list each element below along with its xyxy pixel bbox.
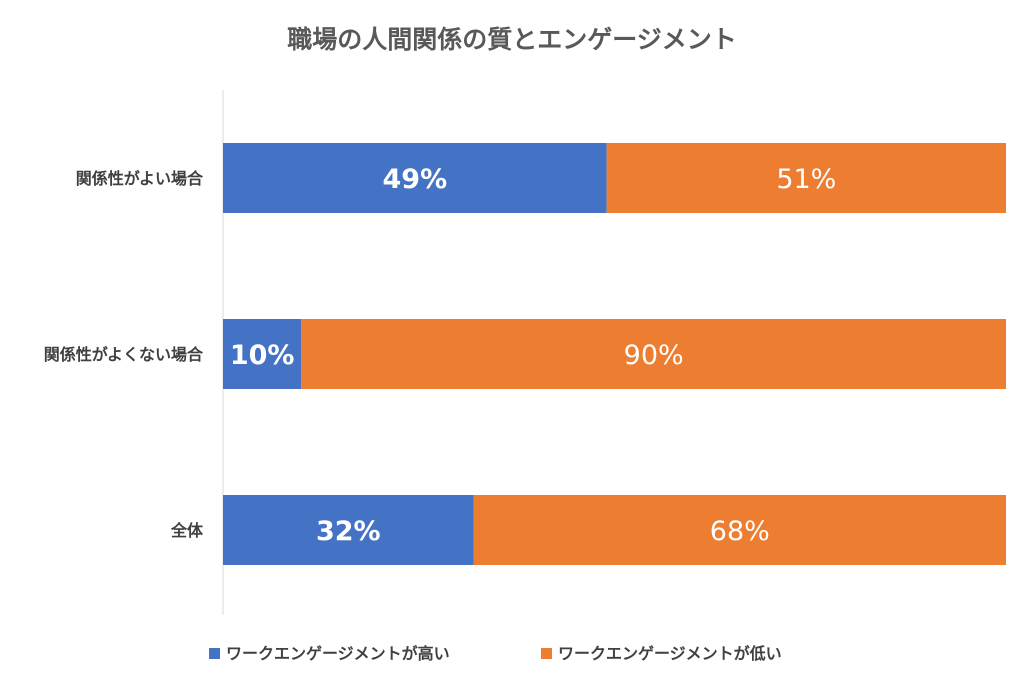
bar-low-engagement <box>473 495 1006 565</box>
bars-group: 49% 51% 10% 90% 32% 68% <box>223 143 1006 565</box>
chart-title: 職場の人間関係の質とエンゲージメント <box>287 25 737 54</box>
bar-high-engagement <box>223 495 474 565</box>
category-label: 関係性がよくない場合 <box>44 345 204 364</box>
legend-label: ワークエンゲージメントが高い <box>226 644 450 663</box>
data-label: 51% <box>776 164 836 195</box>
bar-low-engagement <box>606 143 1006 213</box>
data-label: 49% <box>383 164 448 195</box>
data-label: 10% <box>230 340 295 371</box>
category-label: 全体 <box>170 521 204 540</box>
data-label: 68% <box>710 516 770 547</box>
category-label: 関係性がよい場合 <box>76 169 204 188</box>
legend-swatch <box>209 648 220 659</box>
bar-low-engagement <box>301 319 1006 389</box>
legend-swatch <box>541 648 552 659</box>
data-label: 32% <box>316 516 381 547</box>
data-label: 90% <box>624 340 684 371</box>
legend: ワークエンゲージメントが高い ワークエンゲージメントが低い <box>209 644 782 663</box>
bar-high-engagement <box>223 143 607 213</box>
legend-label: ワークエンゲージメントが低い <box>558 644 782 663</box>
bar-high-engagement <box>223 319 302 389</box>
